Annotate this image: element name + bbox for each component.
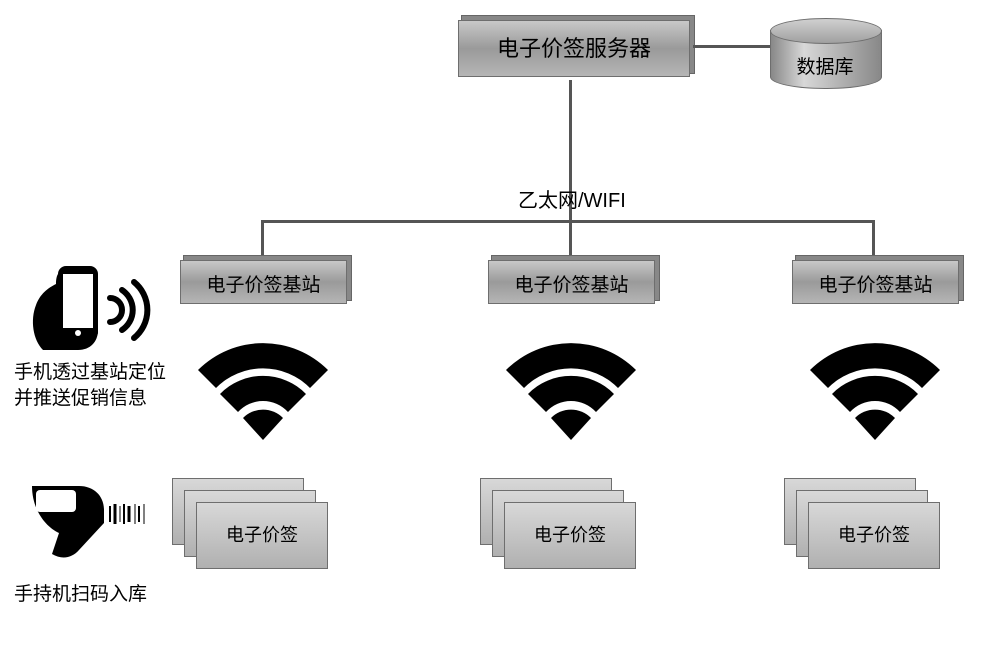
base-station-3: 电子价签基站 xyxy=(792,260,959,304)
network-label: 乙太网/WIFI xyxy=(518,188,626,215)
bs1-label: 电子价签基站 xyxy=(181,261,346,297)
bs2-label: 电子价签基站 xyxy=(489,261,654,297)
card-front-3: 电子价签 xyxy=(808,502,940,569)
base-station-2: 电子价签基站 xyxy=(488,260,655,304)
database-cylinder: 数据库 xyxy=(770,18,880,88)
phone-icon xyxy=(28,250,168,365)
drop-2 xyxy=(569,220,572,260)
scanner-icon xyxy=(24,478,154,583)
wifi-icon-2 xyxy=(496,328,646,438)
tag-label-2: 电子价签 xyxy=(534,525,606,545)
drop-1 xyxy=(261,220,264,260)
server-db-connector xyxy=(693,45,770,48)
horizontal-bus xyxy=(262,220,874,223)
base-station-1: 电子价签基站 xyxy=(180,260,347,304)
bs3-label: 电子价签基站 xyxy=(793,261,958,297)
phone-caption: 手机透过基站定位 并推送促销信息 xyxy=(14,360,166,411)
server-label: 电子价签服务器 xyxy=(459,21,689,63)
scanner-caption: 手持机扫码入库 xyxy=(14,582,147,608)
database-label: 数据库 xyxy=(770,52,880,79)
card-front-2: 电子价签 xyxy=(504,502,636,569)
db-top-ellipse xyxy=(770,18,882,44)
tag-stack-3: 电子价签 xyxy=(784,478,954,578)
tag-stack-2: 电子价签 xyxy=(480,478,650,578)
tag-stack-1: 电子价签 xyxy=(172,478,342,578)
card-front-1: 电子价签 xyxy=(196,502,328,569)
tag-label-3: 电子价签 xyxy=(838,525,910,545)
wifi-icon-1 xyxy=(188,328,338,438)
tag-label-1: 电子价签 xyxy=(226,525,298,545)
drop-3 xyxy=(872,220,875,260)
server-box: 电子价签服务器 xyxy=(458,20,690,77)
wifi-icon-3 xyxy=(800,328,950,438)
